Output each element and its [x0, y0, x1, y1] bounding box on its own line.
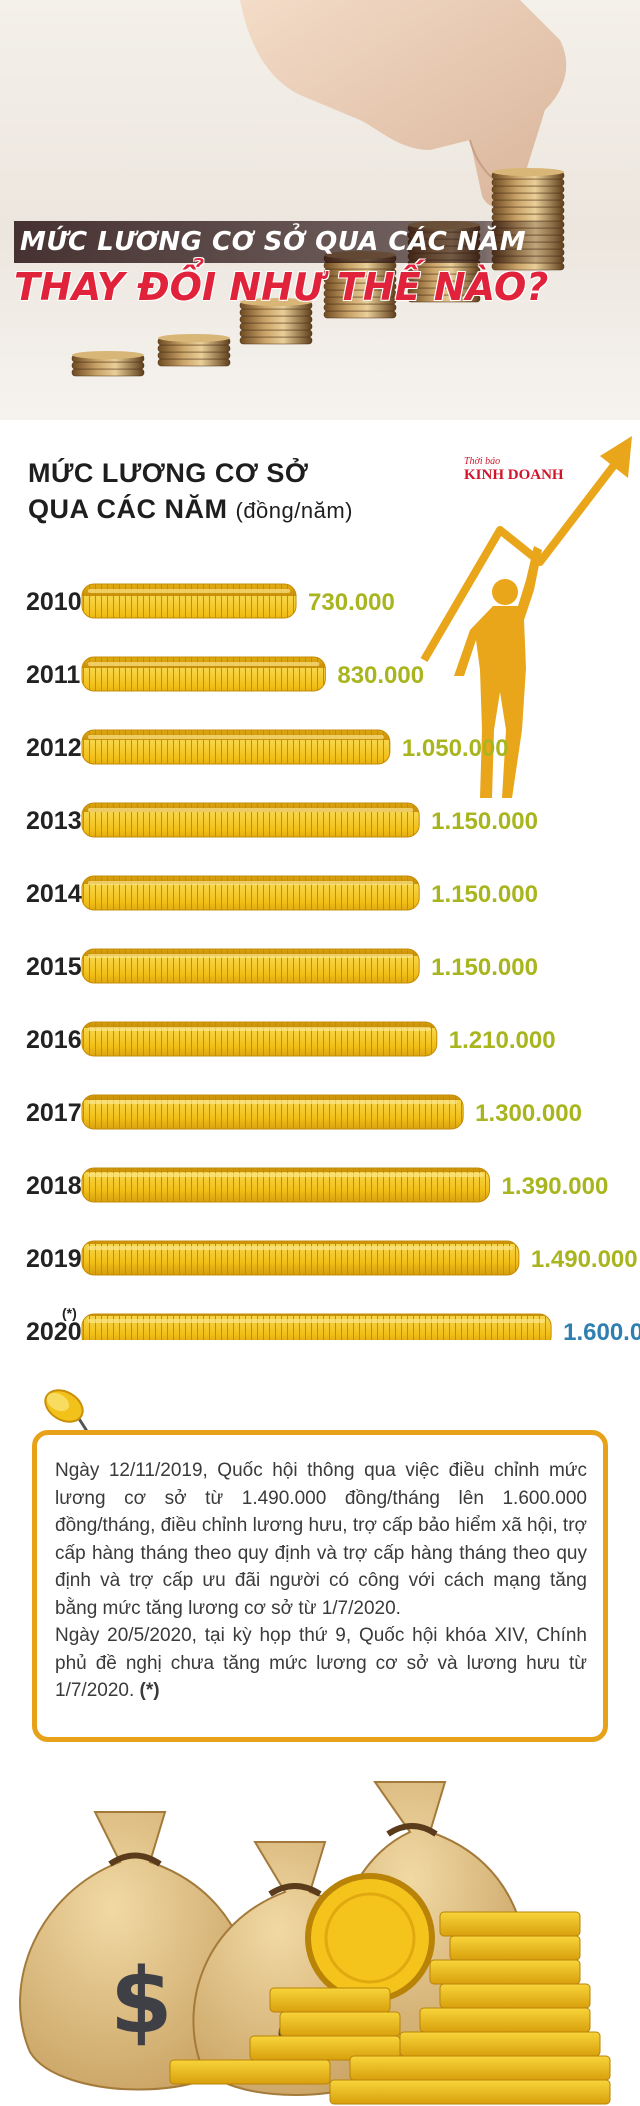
value-label: 730.000	[308, 589, 395, 616]
banner-coin	[491, 178, 565, 187]
banner-coin	[239, 336, 313, 345]
bar-shine	[88, 808, 414, 812]
header-title-line1: MỨC LƯƠNG CƠ SỞ QUA CÁC NĂM	[14, 221, 567, 263]
year-label: 2020	[26, 1318, 82, 1340]
money-bags-illustration: $ $	[19, 1781, 611, 2105]
year-label: 2018	[26, 1172, 82, 1200]
year-label: 2011	[26, 661, 80, 689]
coin-stacks-bottom	[169, 1873, 611, 2105]
banner-coin	[491, 192, 565, 201]
value-label: 1.600.000	[563, 1319, 640, 1340]
logo-big-text: KINH DOANH	[464, 467, 564, 483]
dollar-sign-left: $	[110, 1949, 173, 2054]
banner-coin	[157, 358, 231, 367]
coin-stacks-illustration	[71, 0, 567, 377]
year-label: 2019	[26, 1245, 82, 1273]
chart-title-line2: QUA CÁC NĂM (đồng/năm)	[28, 494, 353, 525]
year-label: 2015	[26, 953, 82, 981]
year-footnote-marker: (*)	[62, 1305, 77, 1321]
banner-coin	[157, 344, 231, 353]
logo-small-text: Thời báo	[464, 456, 501, 467]
bar-shine	[88, 662, 320, 666]
bar-shine	[88, 954, 414, 958]
pushpin-icon	[44, 1389, 110, 1465]
value-label: 1.300.000	[475, 1100, 582, 1127]
arrow-head	[600, 436, 632, 478]
note-footnote-marker: (*)	[139, 1680, 160, 1701]
bar-shine	[88, 1319, 546, 1323]
year-label: 2012	[26, 734, 82, 762]
value-label: 830.000	[337, 662, 424, 689]
banner-coin	[239, 315, 313, 324]
banner-coin	[491, 199, 565, 208]
banner-coin	[239, 322, 313, 331]
value-label: 1.150.000	[431, 808, 538, 835]
note-paragraph-2-text: Ngày 20/5/2020, tại kỳ họp thứ 9, Quốc h…	[55, 1625, 587, 1701]
header-banner: MỨC LƯƠNG CƠ SỞ QUA CÁC NĂM THAY ĐỔI NHƯ…	[0, 0, 640, 420]
banner-coin	[157, 351, 231, 360]
bar-shine	[88, 589, 291, 593]
header-title-line2: THAY ĐỔI NHƯ THẾ NÀO?	[14, 265, 549, 309]
value-label: 1.490.000	[531, 1246, 638, 1273]
chart-title-line2-text: QUA CÁC NĂM	[28, 494, 228, 524]
bar-shine	[88, 1100, 458, 1104]
note-text: Ngày 12/11/2019, Quốc hội thông qua việc…	[55, 1457, 587, 1705]
banner-coin	[71, 361, 145, 370]
value-label: 1.150.000	[431, 881, 538, 908]
year-label: 2010	[26, 588, 82, 616]
bar-2020	[81, 1313, 552, 1340]
note-paragraph-2: Ngày 20/5/2020, tại kỳ họp thứ 9, Quốc h…	[55, 1622, 587, 1705]
banner-coin	[323, 310, 397, 319]
bar-shine	[88, 1246, 513, 1250]
publisher-logo: Thời báo KINH DOANH	[464, 456, 564, 490]
chart-title-line1: MỨC LƯƠNG CƠ SỞ	[28, 458, 309, 488]
value-label: 1.390.000	[502, 1173, 609, 1200]
man-silhouette	[454, 546, 542, 798]
salary-bar-chart: 2010 730.000 2011 830.000 2012 1.050.000 2013 1…	[26, 583, 640, 1340]
year-label: 2013	[26, 807, 82, 835]
banner-coin-top	[492, 168, 564, 176]
banner-coin	[71, 368, 145, 377]
bar-shine	[88, 1173, 484, 1177]
year-label: 2016	[26, 1026, 82, 1054]
value-label: 1.150.000	[431, 954, 538, 981]
banner-coin-top	[158, 334, 230, 342]
banner-coin-top	[72, 351, 144, 359]
chart-unit: (đồng/năm)	[235, 498, 354, 523]
banner-coin	[491, 185, 565, 194]
bar-shine	[88, 881, 414, 885]
banner-coin	[491, 213, 565, 222]
rising-arrow	[420, 457, 622, 663]
year-label: 2017	[26, 1099, 82, 1127]
note-box: Ngày 12/11/2019, Quốc hội thông qua việc…	[32, 1430, 608, 1742]
value-label: 1.210.000	[449, 1027, 556, 1054]
rising-arrow-man-illustration	[420, 436, 632, 798]
year-label: 2014	[26, 880, 82, 908]
banner-coin	[491, 206, 565, 215]
banner-coin	[239, 329, 313, 338]
banner-coin-top	[240, 298, 312, 306]
bar-shine	[88, 1027, 431, 1031]
value-label: 1.050.000	[402, 735, 509, 762]
banner-coin	[239, 308, 313, 317]
hand-shape	[240, 0, 567, 208]
note-paragraph-1: Ngày 12/11/2019, Quốc hội thông qua việc…	[55, 1460, 587, 1619]
bar-shine	[88, 735, 384, 739]
